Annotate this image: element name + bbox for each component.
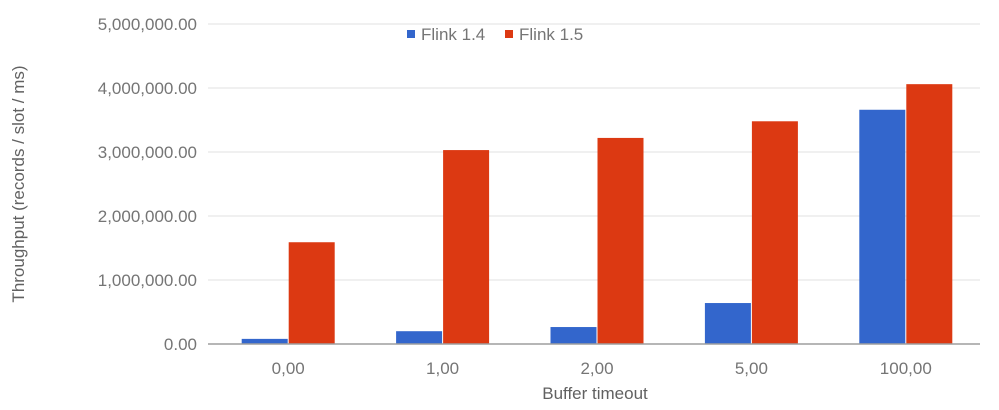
bar-flink-1-5-0 bbox=[288, 242, 335, 344]
y-tick-label: 1,000,000.00 bbox=[98, 271, 197, 290]
y-axis-title: Throughput (records / slot / ms) bbox=[9, 65, 28, 302]
x-tick-label: 2,00 bbox=[580, 359, 613, 378]
gridlines bbox=[208, 23, 980, 281]
legend-swatch-flink-1-5 bbox=[505, 30, 513, 38]
y-tick-label: 5,000,000.00 bbox=[98, 15, 197, 34]
y-tick-label: 0.00 bbox=[164, 335, 197, 354]
x-axis-title: Buffer timeout bbox=[542, 384, 648, 403]
x-tick-label: 5,00 bbox=[735, 359, 768, 378]
legend-swatch-flink-1-4 bbox=[407, 30, 415, 38]
bar-flink-1-5-1 bbox=[443, 150, 490, 344]
x-axis-ticks: 0,00 1,00 2,00 5,00 100,00 bbox=[272, 359, 932, 378]
legend: Flink 1.4 Flink 1.5 bbox=[407, 25, 583, 44]
bar-flink-1-5-2 bbox=[597, 137, 644, 344]
y-tick-label: 3,000,000.00 bbox=[98, 143, 197, 162]
bar-flink-1-4-0 bbox=[241, 338, 288, 344]
bar-flink-1-5-3 bbox=[751, 121, 798, 344]
legend-label-flink-1-5: Flink 1.5 bbox=[519, 25, 583, 44]
bar-flink-1-4-3 bbox=[704, 303, 751, 344]
x-tick-label: 100,00 bbox=[880, 359, 932, 378]
bar-flink-1-5-4 bbox=[906, 84, 953, 344]
bars bbox=[241, 84, 953, 344]
y-tick-label: 2,000,000.00 bbox=[98, 207, 197, 226]
x-tick-label: 0,00 bbox=[272, 359, 305, 378]
bar-flink-1-4-4 bbox=[859, 109, 906, 344]
legend-label-flink-1-4: Flink 1.4 bbox=[421, 25, 485, 44]
x-tick-label: 1,00 bbox=[426, 359, 459, 378]
y-tick-label: 4,000,000.00 bbox=[98, 79, 197, 98]
bar-flink-1-4-2 bbox=[550, 327, 597, 344]
bar-flink-1-4-1 bbox=[396, 331, 443, 344]
y-axis-ticks: 0.00 1,000,000.00 2,000,000.00 3,000,000.00… bbox=[98, 15, 197, 354]
